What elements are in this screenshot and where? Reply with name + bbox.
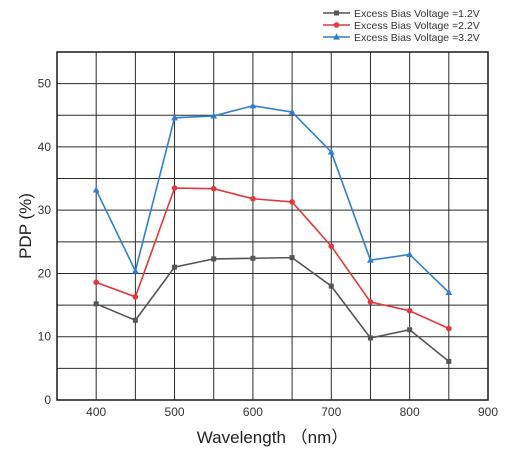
x-tick-label: 500: [165, 405, 185, 419]
x-tick-label: 900: [478, 405, 498, 419]
data-point: [210, 112, 218, 119]
plot-frame: [56, 51, 489, 401]
series-1: [93, 255, 452, 364]
data-point: [334, 10, 339, 16]
legend-label: Excess Bias Voltage =3.2V: [354, 32, 480, 44]
series-2: [93, 185, 452, 332]
y-tick-label: 20: [38, 266, 52, 280]
legend-item: Excess Bias Voltage =2.2V: [323, 20, 480, 32]
series-3: [92, 102, 453, 296]
data-point: [446, 358, 452, 364]
data-point: [171, 185, 178, 191]
data-point: [132, 294, 139, 300]
data-point: [407, 327, 413, 333]
data-point: [367, 299, 374, 305]
data-point: [250, 255, 256, 261]
y-tick-label: 10: [38, 330, 52, 344]
y-tick-label: 40: [38, 140, 52, 154]
legend-item: Excess Bias Voltage =3.2V: [323, 32, 480, 44]
data-point: [92, 186, 100, 193]
data-point: [289, 199, 295, 205]
y-axis-label: PDP (%): [16, 193, 35, 259]
data-point: [406, 250, 414, 258]
x-axis-label: Wavelength （nm）: [197, 428, 348, 447]
tick-labels: 400 500 600 700 800 900 0 10 20 30 40 50: [38, 77, 499, 419]
y-tick-label: 30: [38, 203, 52, 217]
data-point: [328, 243, 335, 250]
data-point: [406, 307, 413, 314]
data-point: [132, 317, 138, 323]
legend-label: Excess Bias Voltage =1.2V: [354, 8, 480, 20]
data-point: [288, 108, 296, 115]
series-line: [95, 187, 450, 330]
data-point: [249, 102, 257, 109]
y-tick-label: 0: [44, 393, 51, 407]
x-tick-label: 800: [400, 405, 420, 419]
data-point: [131, 267, 139, 274]
data-point: [328, 283, 334, 289]
x-tick-label: 400: [86, 405, 106, 419]
x-tick-label: 600: [243, 405, 263, 419]
data-point: [327, 148, 335, 155]
data-point: [333, 33, 340, 40]
data-point: [367, 335, 373, 341]
data-point: [446, 325, 452, 332]
grid: [57, 52, 488, 400]
x-tick-label: 700: [321, 405, 341, 419]
data-point: [289, 255, 295, 261]
legend-item: Excess Bias Voltage =1.2V: [323, 8, 480, 20]
data-point: [172, 264, 178, 270]
data-point: [445, 288, 453, 296]
data-point: [250, 195, 256, 202]
data-point: [333, 22, 340, 28]
data-point: [211, 256, 217, 262]
data-point: [93, 279, 99, 286]
series-group: [92, 102, 453, 364]
legend-label: Excess Bias Voltage =2.2V: [354, 20, 480, 32]
data-point: [210, 185, 217, 192]
data-point: [367, 256, 374, 263]
data-point: [93, 301, 99, 307]
data-point: [171, 114, 178, 121]
y-tick-label: 50: [38, 77, 52, 91]
series-line: [95, 104, 450, 294]
series-line: [95, 256, 450, 363]
